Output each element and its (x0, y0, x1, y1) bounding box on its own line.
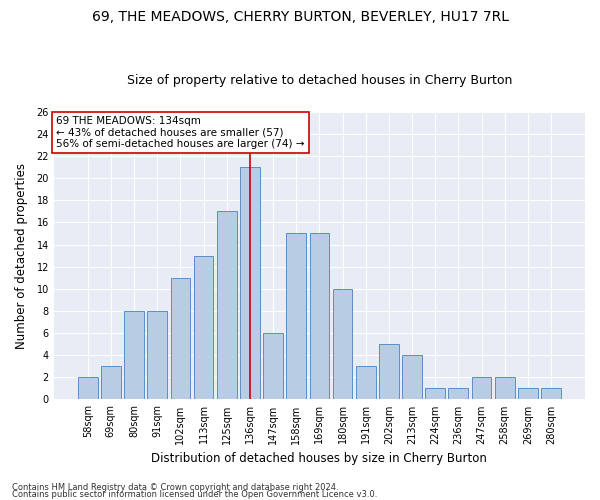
Bar (148, 311, 167, 400)
Bar (518, 388, 538, 400)
Y-axis label: Number of detached properties: Number of detached properties (15, 162, 28, 348)
Bar (78, 378, 98, 400)
Bar (124, 311, 144, 400)
Bar (425, 388, 445, 400)
Text: 69 THE MEADOWS: 134sqm
← 43% of detached houses are smaller (57)
56% of semi-det: 69 THE MEADOWS: 134sqm ← 43% of detached… (56, 116, 305, 150)
Bar (263, 333, 283, 400)
Bar (379, 344, 398, 400)
Bar (472, 378, 491, 400)
X-axis label: Distribution of detached houses by size in Cherry Burton: Distribution of detached houses by size … (151, 452, 487, 465)
Bar (448, 388, 468, 400)
Bar (240, 167, 260, 400)
Bar (170, 278, 190, 400)
Bar (101, 366, 121, 400)
Bar (194, 256, 214, 400)
Bar (332, 289, 352, 400)
Bar (541, 388, 561, 400)
Text: Contains public sector information licensed under the Open Government Licence v3: Contains public sector information licen… (12, 490, 377, 499)
Bar (495, 378, 515, 400)
Bar (402, 355, 422, 400)
Bar (286, 234, 306, 400)
Bar (217, 212, 236, 400)
Bar (356, 366, 376, 400)
Text: 69, THE MEADOWS, CHERRY BURTON, BEVERLEY, HU17 7RL: 69, THE MEADOWS, CHERRY BURTON, BEVERLEY… (91, 10, 509, 24)
Text: Contains HM Land Registry data © Crown copyright and database right 2024.: Contains HM Land Registry data © Crown c… (12, 484, 338, 492)
Title: Size of property relative to detached houses in Cherry Burton: Size of property relative to detached ho… (127, 74, 512, 87)
Bar (310, 234, 329, 400)
